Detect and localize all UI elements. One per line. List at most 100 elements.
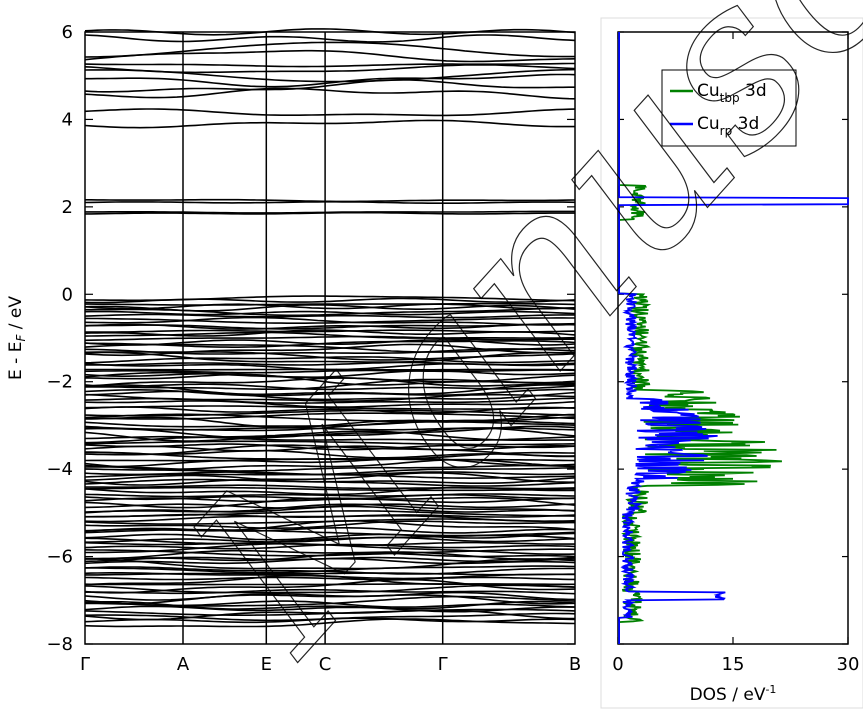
band-lines (84, 28, 576, 628)
band-line (84, 406, 576, 414)
band-line (84, 478, 576, 487)
kpoint-label: Γ (438, 654, 448, 675)
band-line (85, 302, 576, 306)
band-line (84, 297, 576, 304)
band-line (84, 486, 576, 496)
dos-x-tick-label: 0 (612, 654, 623, 675)
band-line (84, 310, 576, 316)
band-line (84, 584, 576, 594)
dos-legend: Cutbp 3d Curp 3d (661, 69, 797, 147)
band-line (84, 331, 576, 339)
band-line (84, 388, 576, 397)
band-line (84, 534, 576, 545)
band-line (84, 605, 575, 613)
band-line (84, 473, 576, 480)
band-line (84, 496, 576, 509)
band-line (84, 79, 575, 93)
y-tick-label: 6 (62, 22, 73, 43)
dos-x-tick-label: 30 (837, 654, 860, 675)
xlabel-main: DOS / eV (690, 685, 766, 705)
xlabel-sup: -1 (765, 683, 776, 696)
dos-x-axis-label: DOS / eV-1 (690, 683, 777, 705)
band-line (84, 472, 575, 486)
band-line (84, 527, 576, 534)
band-line (84, 505, 576, 514)
band-line (85, 307, 575, 317)
band-line (85, 210, 575, 214)
y-tick-label: 0 (62, 284, 73, 305)
band-line (85, 543, 576, 555)
band-line (84, 440, 576, 446)
kpoint-label: E (261, 654, 272, 675)
kpoint-label: C (319, 654, 332, 675)
y-tick-label: −8 (46, 634, 73, 655)
band-line (84, 419, 576, 428)
band-line (84, 497, 575, 504)
band-line (84, 316, 576, 326)
legend-tbp-sub: tbp (720, 91, 740, 105)
legend-tbp-tail: 3d (740, 81, 767, 101)
y-tick-label: −6 (46, 547, 73, 568)
band-line (84, 591, 575, 601)
band-y-axis-label: E - EF / eV (6, 296, 28, 380)
ylabel-tail: / eV (6, 296, 26, 335)
band-line (84, 317, 575, 324)
band-line (84, 356, 576, 364)
band-line (84, 384, 576, 396)
legend-entry-tbp: Cutbp 3d (697, 81, 767, 105)
band-line (84, 313, 575, 319)
band-line (84, 427, 576, 442)
legend-rp-main: Cu (697, 114, 720, 134)
band-line (84, 600, 576, 610)
band-line (85, 198, 576, 203)
band-line (85, 536, 576, 543)
band-line (84, 532, 576, 541)
dos-curves (618, 32, 849, 644)
legend-entry-rp: Curp 3d (697, 114, 759, 138)
band-line (84, 549, 576, 560)
dos-panel: 0 15 30 DOS / eV-1 Cutbp 3d Curp 3d (600, 17, 863, 709)
band-line (84, 486, 576, 492)
band-y-ticks: −8 −6 −4 −2 0 2 4 6 (46, 22, 575, 655)
band-line (84, 62, 575, 68)
band-line (84, 34, 576, 43)
legend-tbp-main: Cu (697, 81, 720, 101)
y-tick-label: −4 (46, 459, 73, 480)
kpoint-label: A (177, 654, 190, 675)
band-line (84, 435, 576, 441)
band-line (84, 87, 576, 100)
band-line (84, 377, 576, 388)
band-line (84, 323, 576, 330)
band-line (84, 28, 576, 36)
y-tick-label: 2 (62, 197, 73, 218)
dos-ticks: 0 15 30 (612, 31, 860, 675)
band-structure-panel: −8 −6 −4 −2 0 2 4 6 Γ A E C Γ B E - EF / eV (6, 22, 581, 675)
y-tick-label: −2 (46, 372, 73, 393)
band-line (84, 397, 576, 404)
dos-outer-frame (600, 17, 863, 709)
legend-box (661, 69, 797, 147)
band-line (84, 503, 576, 513)
band-line (84, 119, 575, 129)
band-line (84, 617, 576, 624)
band-line (84, 351, 576, 363)
band-line (84, 409, 576, 417)
band-line (85, 73, 576, 88)
band-line (84, 588, 576, 595)
kpoint-label: B (569, 654, 581, 675)
band-line (85, 558, 576, 570)
dos-x-tick-label: 15 (722, 654, 745, 675)
band-line (84, 369, 576, 374)
band-line (84, 566, 575, 575)
band-line (85, 464, 576, 472)
y-tick-label: 4 (62, 109, 73, 130)
band-line (84, 618, 576, 628)
dos-curve-rp (618, 32, 849, 644)
ylabel-main: E - E (6, 342, 26, 380)
band-line (84, 412, 576, 420)
legend-rp-tail: 3d (732, 114, 759, 134)
band-line (84, 335, 575, 342)
band-line (84, 390, 576, 401)
